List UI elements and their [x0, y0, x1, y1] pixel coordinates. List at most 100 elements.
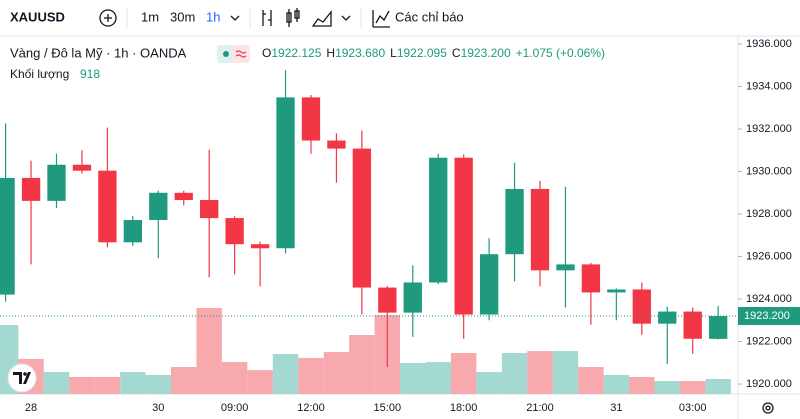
settings-icon[interactable]: [762, 402, 774, 414]
volume-bar: [298, 357, 324, 394]
candle-body: [0, 177, 15, 295]
volume-bar: [94, 376, 121, 394]
indicators-button[interactable]: Các chỉ báo: [395, 9, 464, 24]
ohlc-key: O: [262, 46, 271, 60]
tv-logo[interactable]: [7, 363, 37, 393]
candle-style-icon[interactable]: [286, 8, 300, 27]
x-tick-label: 21:00: [526, 402, 554, 414]
y-tick-label: 1928.000: [746, 208, 792, 220]
candle-body: [479, 254, 499, 315]
interval[interactable]: 30m: [170, 9, 195, 24]
candle-body: [378, 287, 397, 313]
y-tick-label: 1934.000: [746, 80, 792, 92]
volume-bar: [120, 372, 146, 394]
x-tick-label: 15:00: [374, 402, 402, 414]
bar-style-icon[interactable]: [262, 10, 272, 26]
indicators-icon[interactable]: [372, 10, 390, 28]
candle-body: [581, 264, 601, 293]
last-price-label: 1923.200: [744, 310, 790, 322]
volume-bar: [69, 376, 95, 394]
candle-body: [21, 177, 41, 201]
volume-bar: [247, 370, 273, 394]
candle-body: [98, 170, 117, 243]
candle-body: [276, 97, 295, 249]
volume-bar: [578, 366, 604, 394]
volume-bar: [43, 372, 70, 394]
ohlc-key: L: [390, 46, 397, 60]
y-tick-label: 1930.000: [746, 165, 792, 177]
volume-bar: [705, 378, 731, 394]
volume-bar: [400, 363, 426, 394]
candle-body: [327, 140, 346, 149]
volume-bar: [221, 362, 248, 394]
y-tick-label: 1924.000: [746, 293, 792, 305]
last-price-box: [738, 307, 800, 326]
candle-body: [683, 311, 702, 339]
volume-bar: [450, 353, 477, 394]
series-title: Vàng / Đô la Mỹ · 1h · OANDA: [10, 45, 187, 60]
volume-bar: [196, 308, 222, 394]
candle-body: [250, 244, 270, 249]
volume-bar: [323, 352, 350, 394]
candle-body: [72, 164, 92, 171]
candle-body: [225, 218, 244, 245]
y-tick-label: 1932.000: [746, 123, 792, 135]
interval-menu[interactable]: [230, 15, 240, 21]
candle-body: [301, 97, 321, 141]
volume-bar: [272, 354, 299, 394]
plot: [0, 70, 738, 394]
candle-body: [123, 219, 143, 243]
ohlc-key: C: [452, 46, 461, 60]
x-tick-label: 18:00: [450, 402, 478, 414]
candle-body: [607, 289, 626, 293]
candle-body: [632, 289, 651, 324]
volume-bar: [654, 381, 680, 394]
ohlc-value: 1922.095: [397, 46, 447, 60]
volume-bar: [425, 362, 451, 394]
chart-type-menu[interactable]: [341, 15, 351, 21]
volume-bar: [679, 381, 706, 394]
y-tick-label: 1922.000: [746, 335, 792, 347]
volume-bar: [527, 351, 553, 394]
symbol[interactable]: XAUUSD: [10, 9, 65, 24]
ohlc-legend: O1922.125 H1923.680 L1922.095 C1923.200 +1.0…: [262, 46, 605, 60]
volume-bar: [629, 376, 655, 394]
ohlc-value: 1923.200: [461, 46, 511, 60]
change: +1.075 (+0.06%): [516, 46, 605, 60]
x-tick-label: 12:00: [297, 402, 325, 414]
x-tick-label: 09:00: [221, 402, 249, 414]
x-tick-label: 30: [152, 402, 164, 414]
ohlc-key: H: [326, 46, 335, 60]
candle-body: [47, 164, 66, 201]
x-tick-label: 31: [610, 402, 622, 414]
candle-body: [530, 188, 550, 271]
volume-title: Khối lượng: [10, 67, 69, 81]
volume-bar: [501, 353, 528, 394]
ohlc-value: 1923.680: [335, 46, 385, 60]
candle-body: [149, 192, 168, 220]
x-tick-label: 03:00: [679, 402, 707, 414]
add-symbol-icon[interactable]: [99, 9, 117, 27]
candle-body: [708, 316, 728, 339]
volume-bar: [349, 335, 375, 394]
candle-body: [454, 157, 473, 315]
candle-body: [429, 157, 448, 283]
candle-body: [200, 200, 219, 219]
candle-body: [505, 188, 524, 255]
candle-body: [556, 264, 575, 271]
interval-active[interactable]: 1h: [206, 9, 220, 24]
volume-bar: [145, 374, 172, 394]
interval[interactable]: 1m: [141, 9, 159, 24]
candle-body: [403, 282, 422, 313]
y-tick-label: 1920.000: [746, 378, 792, 390]
volume-bar: [476, 372, 502, 394]
volume-bar: [552, 351, 579, 394]
x-tick-label: 28: [25, 402, 37, 414]
candle-body: [658, 311, 677, 324]
flags[interactable]: [217, 45, 250, 63]
y-tick-label: 1926.000: [746, 250, 792, 262]
area-style-icon[interactable]: [311, 10, 332, 27]
candle-body: [352, 148, 372, 288]
